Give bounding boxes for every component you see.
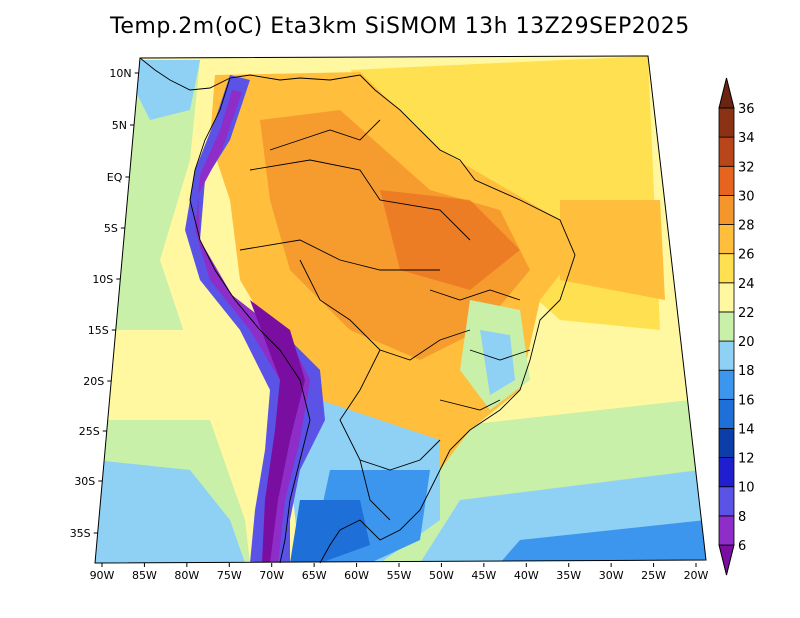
- colorbar-segment: [718, 486, 735, 517]
- lat-tick-label: 10N: [109, 67, 131, 80]
- map-frame: [94, 55, 707, 564]
- colorbar-label: 32: [738, 160, 755, 175]
- colorbar-label: 10: [738, 481, 755, 496]
- colorbar-label: 18: [738, 364, 755, 379]
- lat-tick-label: 15S: [88, 324, 109, 337]
- lat-tick-label: 25S: [79, 425, 100, 438]
- colorbar-segment: [718, 515, 735, 546]
- lon-tick-label: 75W: [217, 569, 242, 582]
- colorbar-segment: [718, 194, 735, 225]
- colorbar-segment: [718, 369, 735, 400]
- colorbar-min-arrow: [718, 544, 735, 576]
- lon-tick-label: 55W: [387, 569, 412, 582]
- colorbar-segment: [718, 107, 735, 138]
- colorbar-label: 34: [738, 131, 755, 146]
- colorbar-segment: [718, 311, 735, 342]
- colorbar-segment: [718, 428, 735, 459]
- colorbar-segment: [718, 282, 735, 313]
- colorbar-label: 6: [738, 539, 746, 554]
- colorbar-max-arrow: [718, 77, 735, 109]
- lat-tick-label: 20S: [83, 375, 104, 388]
- colorbar-segment: [718, 253, 735, 284]
- lon-tick-label: 35W: [556, 569, 581, 582]
- map-title: Temp.2m(oC) Eta3km SiSMOM 13h 13Z29SEP20…: [110, 14, 690, 39]
- lon-tick-label: 20W: [684, 569, 709, 582]
- lon-tick-label: 65W: [302, 569, 327, 582]
- colorbar-label: 8: [738, 510, 746, 525]
- colorbar-label: 26: [738, 248, 755, 263]
- colorbar-label: 12: [738, 452, 755, 467]
- map-field: [95, 56, 706, 563]
- colorbar-segment: [718, 457, 735, 488]
- lat-tick-label: 30S: [74, 475, 95, 488]
- lon-tick-label: 85W: [132, 569, 157, 582]
- lon-tick-label: 30W: [599, 569, 624, 582]
- lat-tick-label: 10S: [92, 273, 113, 286]
- latitude-axis: 10N 5N EQ 5S 10S 15S 20S 25S 30S 35S: [70, 67, 139, 540]
- colorbar-label: 16: [738, 393, 755, 408]
- longitude-axis: 90W 85W 80W 75W 70W 65W 60W 55W 50W 45W 40W 35W 30W 2…: [90, 563, 709, 582]
- lat-tick-label: 5N: [112, 119, 127, 132]
- lon-tick-label: 60W: [344, 569, 369, 582]
- lat-tick-label: 35S: [70, 527, 91, 540]
- colorbar-segment: [718, 398, 735, 429]
- colorbar-segment: [718, 136, 735, 167]
- lon-tick-label: 80W: [174, 569, 199, 582]
- lon-tick-label: 45W: [471, 569, 496, 582]
- lon-tick-label: 25W: [641, 569, 666, 582]
- colorbar-label: 24: [738, 277, 755, 292]
- colorbar-segment: [718, 224, 735, 255]
- lon-tick-label: 40W: [514, 569, 539, 582]
- colorbar-segment: [718, 165, 735, 196]
- lat-tick-label: 5S: [104, 222, 118, 235]
- colorbar-label: 22: [738, 306, 755, 321]
- colorbar-segment: [718, 340, 735, 371]
- colorbar: 6 8 10 12 14 16 18 20 22 24 26 28 30 32 34 36: [718, 77, 755, 576]
- colorbar-label: 20: [738, 335, 755, 350]
- lon-tick-label: 50W: [429, 569, 454, 582]
- colorbar-label: 14: [738, 422, 755, 437]
- lat-tick-label: EQ: [107, 171, 123, 184]
- lon-tick-label: 70W: [259, 569, 284, 582]
- colorbar-label: 28: [738, 219, 755, 234]
- country-borders: [139, 57, 576, 564]
- colorbar-label: 36: [738, 102, 755, 117]
- colorbar-label: 30: [738, 189, 755, 204]
- lon-tick-label: 90W: [90, 569, 115, 582]
